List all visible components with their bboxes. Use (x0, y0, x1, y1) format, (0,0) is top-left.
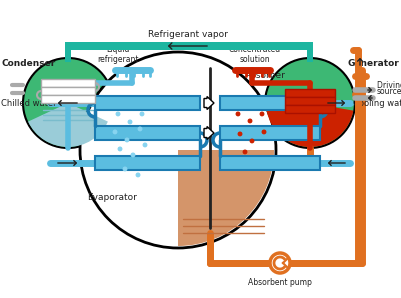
Text: Evaporator: Evaporator (87, 193, 137, 202)
Polygon shape (263, 131, 265, 133)
Polygon shape (118, 147, 122, 151)
Bar (220, 126, 320, 140)
Polygon shape (129, 121, 131, 123)
Polygon shape (117, 113, 119, 115)
Text: Condenser: Condenser (1, 59, 55, 68)
Circle shape (80, 52, 276, 248)
Polygon shape (136, 173, 140, 177)
Text: Liquid
refrigerant: Liquid refrigerant (97, 45, 139, 64)
Wedge shape (28, 103, 108, 147)
Text: Absorbent pump: Absorbent pump (248, 278, 312, 287)
Text: Refrigerant vapor: Refrigerant vapor (148, 30, 228, 39)
Bar (65, 42, 73, 50)
Polygon shape (116, 112, 120, 116)
Bar (285, 89, 335, 97)
Bar (95, 156, 200, 170)
Bar (285, 97, 335, 105)
Polygon shape (261, 113, 263, 115)
Bar (65, 46, 71, 62)
Text: source: source (377, 88, 401, 97)
Polygon shape (141, 113, 143, 115)
Bar (307, 46, 313, 62)
Polygon shape (260, 112, 264, 116)
Wedge shape (178, 150, 274, 246)
Polygon shape (119, 148, 121, 150)
Polygon shape (249, 120, 251, 122)
Text: Cooling water: Cooling water (353, 99, 401, 108)
FancyArrow shape (204, 126, 214, 139)
Bar (41, 79, 95, 87)
Wedge shape (267, 103, 353, 147)
Polygon shape (126, 139, 128, 141)
Bar (41, 87, 95, 95)
Text: Chilled water: Chilled water (1, 99, 57, 108)
Polygon shape (144, 144, 146, 146)
Text: Driving heat: Driving heat (377, 81, 401, 91)
Polygon shape (237, 113, 239, 115)
Polygon shape (236, 112, 240, 116)
Text: Concentrated
solution: Concentrated solution (229, 45, 281, 64)
Polygon shape (114, 131, 116, 133)
Polygon shape (262, 130, 266, 134)
Polygon shape (132, 154, 134, 156)
Polygon shape (138, 127, 142, 131)
Polygon shape (124, 168, 126, 170)
Polygon shape (238, 132, 242, 136)
Bar (68, 42, 310, 50)
Bar (285, 105, 335, 113)
Polygon shape (137, 174, 139, 176)
Polygon shape (143, 143, 147, 147)
Bar (95, 126, 200, 140)
Polygon shape (250, 139, 254, 143)
Bar (41, 95, 95, 103)
Circle shape (270, 253, 290, 273)
Polygon shape (128, 120, 132, 124)
Polygon shape (243, 150, 247, 154)
Polygon shape (131, 153, 135, 157)
Text: Generator: Generator (347, 59, 399, 68)
Polygon shape (251, 140, 253, 142)
Circle shape (23, 58, 113, 148)
Polygon shape (239, 133, 241, 135)
Polygon shape (125, 138, 129, 142)
Polygon shape (244, 151, 246, 153)
Bar (95, 96, 200, 110)
Polygon shape (248, 119, 252, 123)
Bar (220, 156, 320, 170)
Polygon shape (123, 167, 127, 171)
Circle shape (265, 58, 355, 148)
FancyArrow shape (204, 97, 214, 109)
Bar (220, 96, 320, 110)
Polygon shape (113, 130, 117, 134)
Text: Absorber: Absorber (245, 71, 286, 80)
Polygon shape (139, 128, 141, 130)
Polygon shape (140, 112, 144, 116)
Bar (305, 42, 313, 50)
